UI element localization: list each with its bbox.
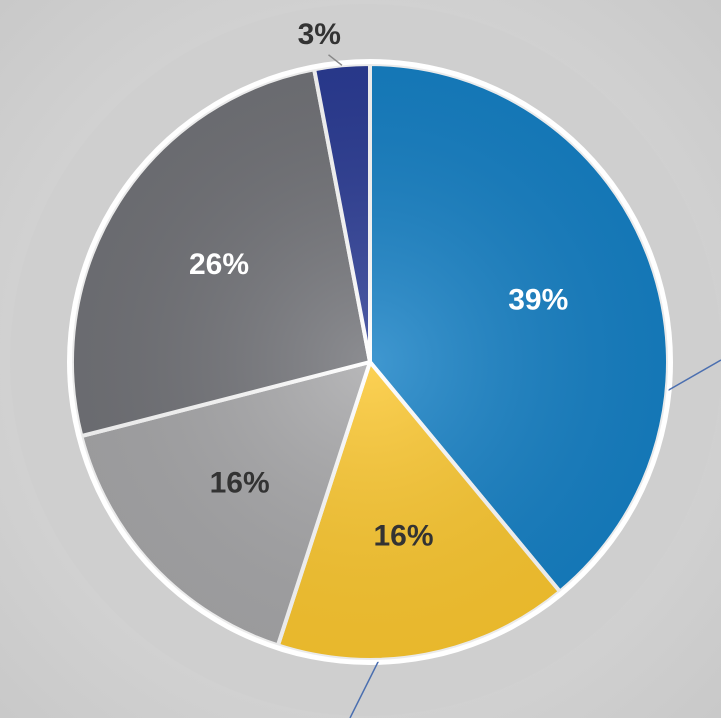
- data-label: 26%: [189, 248, 249, 281]
- pie: [70, 62, 670, 662]
- data-label: 39%: [508, 283, 568, 316]
- data-label: 16%: [373, 520, 433, 553]
- decor-line: [659, 359, 721, 396]
- labels: 39% 16% 16% 26% 3%: [189, 18, 568, 553]
- data-label: 3%: [298, 18, 341, 51]
- data-label: 16%: [210, 466, 270, 499]
- decor-line: [349, 657, 381, 718]
- leader-line: [328, 54, 343, 66]
